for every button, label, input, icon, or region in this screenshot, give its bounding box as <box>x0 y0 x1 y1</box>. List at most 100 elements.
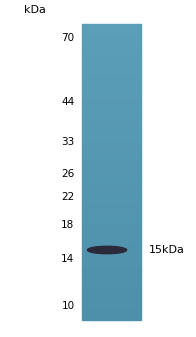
Bar <box>82 221 141 224</box>
Ellipse shape <box>87 246 127 254</box>
Bar <box>82 120 141 122</box>
Bar <box>82 184 141 187</box>
Bar <box>82 113 141 115</box>
Bar <box>82 182 141 184</box>
Bar <box>82 276 141 278</box>
Bar <box>82 196 141 199</box>
Bar <box>82 43 141 46</box>
Bar <box>82 159 141 162</box>
Bar <box>82 142 141 145</box>
Text: 44: 44 <box>61 97 74 107</box>
Bar <box>82 268 141 271</box>
Bar <box>82 147 141 150</box>
Text: kDa: kDa <box>24 5 45 15</box>
Bar <box>82 170 141 172</box>
Text: 18: 18 <box>61 220 74 230</box>
Bar <box>82 263 141 266</box>
Bar <box>82 226 141 229</box>
Bar <box>82 73 141 75</box>
Bar <box>82 283 141 285</box>
Bar <box>82 31 141 33</box>
Bar <box>82 261 141 263</box>
Bar <box>82 157 141 159</box>
Bar <box>82 130 141 132</box>
Bar <box>82 209 141 211</box>
Text: 26: 26 <box>61 170 74 180</box>
Bar <box>82 46 141 48</box>
Bar <box>82 199 141 202</box>
Bar <box>82 48 141 51</box>
Bar <box>82 278 141 281</box>
Bar <box>82 26 141 29</box>
Bar <box>82 93 141 95</box>
Bar <box>82 98 141 100</box>
Text: 14: 14 <box>61 254 74 265</box>
Bar <box>82 70 141 73</box>
Bar <box>82 78 141 81</box>
Bar <box>82 81 141 83</box>
Bar <box>82 90 141 93</box>
Bar <box>82 118 141 120</box>
Bar <box>82 38 141 41</box>
Bar <box>82 83 141 85</box>
Bar <box>82 51 141 53</box>
Bar <box>82 152 141 155</box>
Bar <box>82 253 141 256</box>
Bar <box>82 224 141 226</box>
Bar <box>82 236 141 239</box>
Bar <box>82 216 141 219</box>
Bar <box>82 219 141 221</box>
Bar <box>82 192 141 194</box>
Bar <box>82 207 141 209</box>
Bar <box>82 281 141 283</box>
Bar <box>82 137 141 140</box>
Bar <box>82 24 141 26</box>
Bar <box>82 61 141 63</box>
Bar <box>82 58 141 61</box>
Bar <box>82 211 141 214</box>
Bar <box>82 63 141 66</box>
Bar <box>82 174 141 177</box>
Text: 33: 33 <box>61 137 74 147</box>
Bar <box>82 229 141 231</box>
Bar <box>82 29 141 31</box>
Bar <box>82 303 141 305</box>
Bar <box>82 68 141 70</box>
Text: 22: 22 <box>61 192 74 203</box>
Bar <box>82 285 141 288</box>
Bar <box>82 300 141 303</box>
Bar <box>82 251 141 253</box>
Bar <box>82 41 141 43</box>
Bar <box>82 172 141 174</box>
Bar <box>82 214 141 216</box>
Bar <box>82 293 141 296</box>
Bar <box>82 244 141 246</box>
Bar <box>82 95 141 98</box>
Bar <box>82 53 141 56</box>
Bar <box>82 125 141 127</box>
Bar <box>82 103 141 105</box>
Bar <box>82 273 141 276</box>
Bar <box>82 115 141 118</box>
Bar <box>82 239 141 241</box>
Bar <box>82 305 141 308</box>
Bar <box>82 88 141 90</box>
Bar <box>82 256 141 258</box>
Bar <box>82 177 141 179</box>
Bar <box>82 179 141 182</box>
Bar <box>82 204 141 207</box>
Bar <box>82 162 141 164</box>
Bar <box>82 75 141 78</box>
Bar <box>82 187 141 189</box>
Bar <box>82 164 141 167</box>
Text: 10: 10 <box>61 301 74 311</box>
Bar <box>82 155 141 157</box>
Bar <box>82 258 141 261</box>
Bar <box>82 145 141 147</box>
Bar <box>82 246 141 248</box>
Bar <box>82 248 141 251</box>
Bar <box>82 189 141 192</box>
Bar <box>82 266 141 268</box>
Bar <box>82 290 141 293</box>
Text: 70: 70 <box>61 33 74 43</box>
